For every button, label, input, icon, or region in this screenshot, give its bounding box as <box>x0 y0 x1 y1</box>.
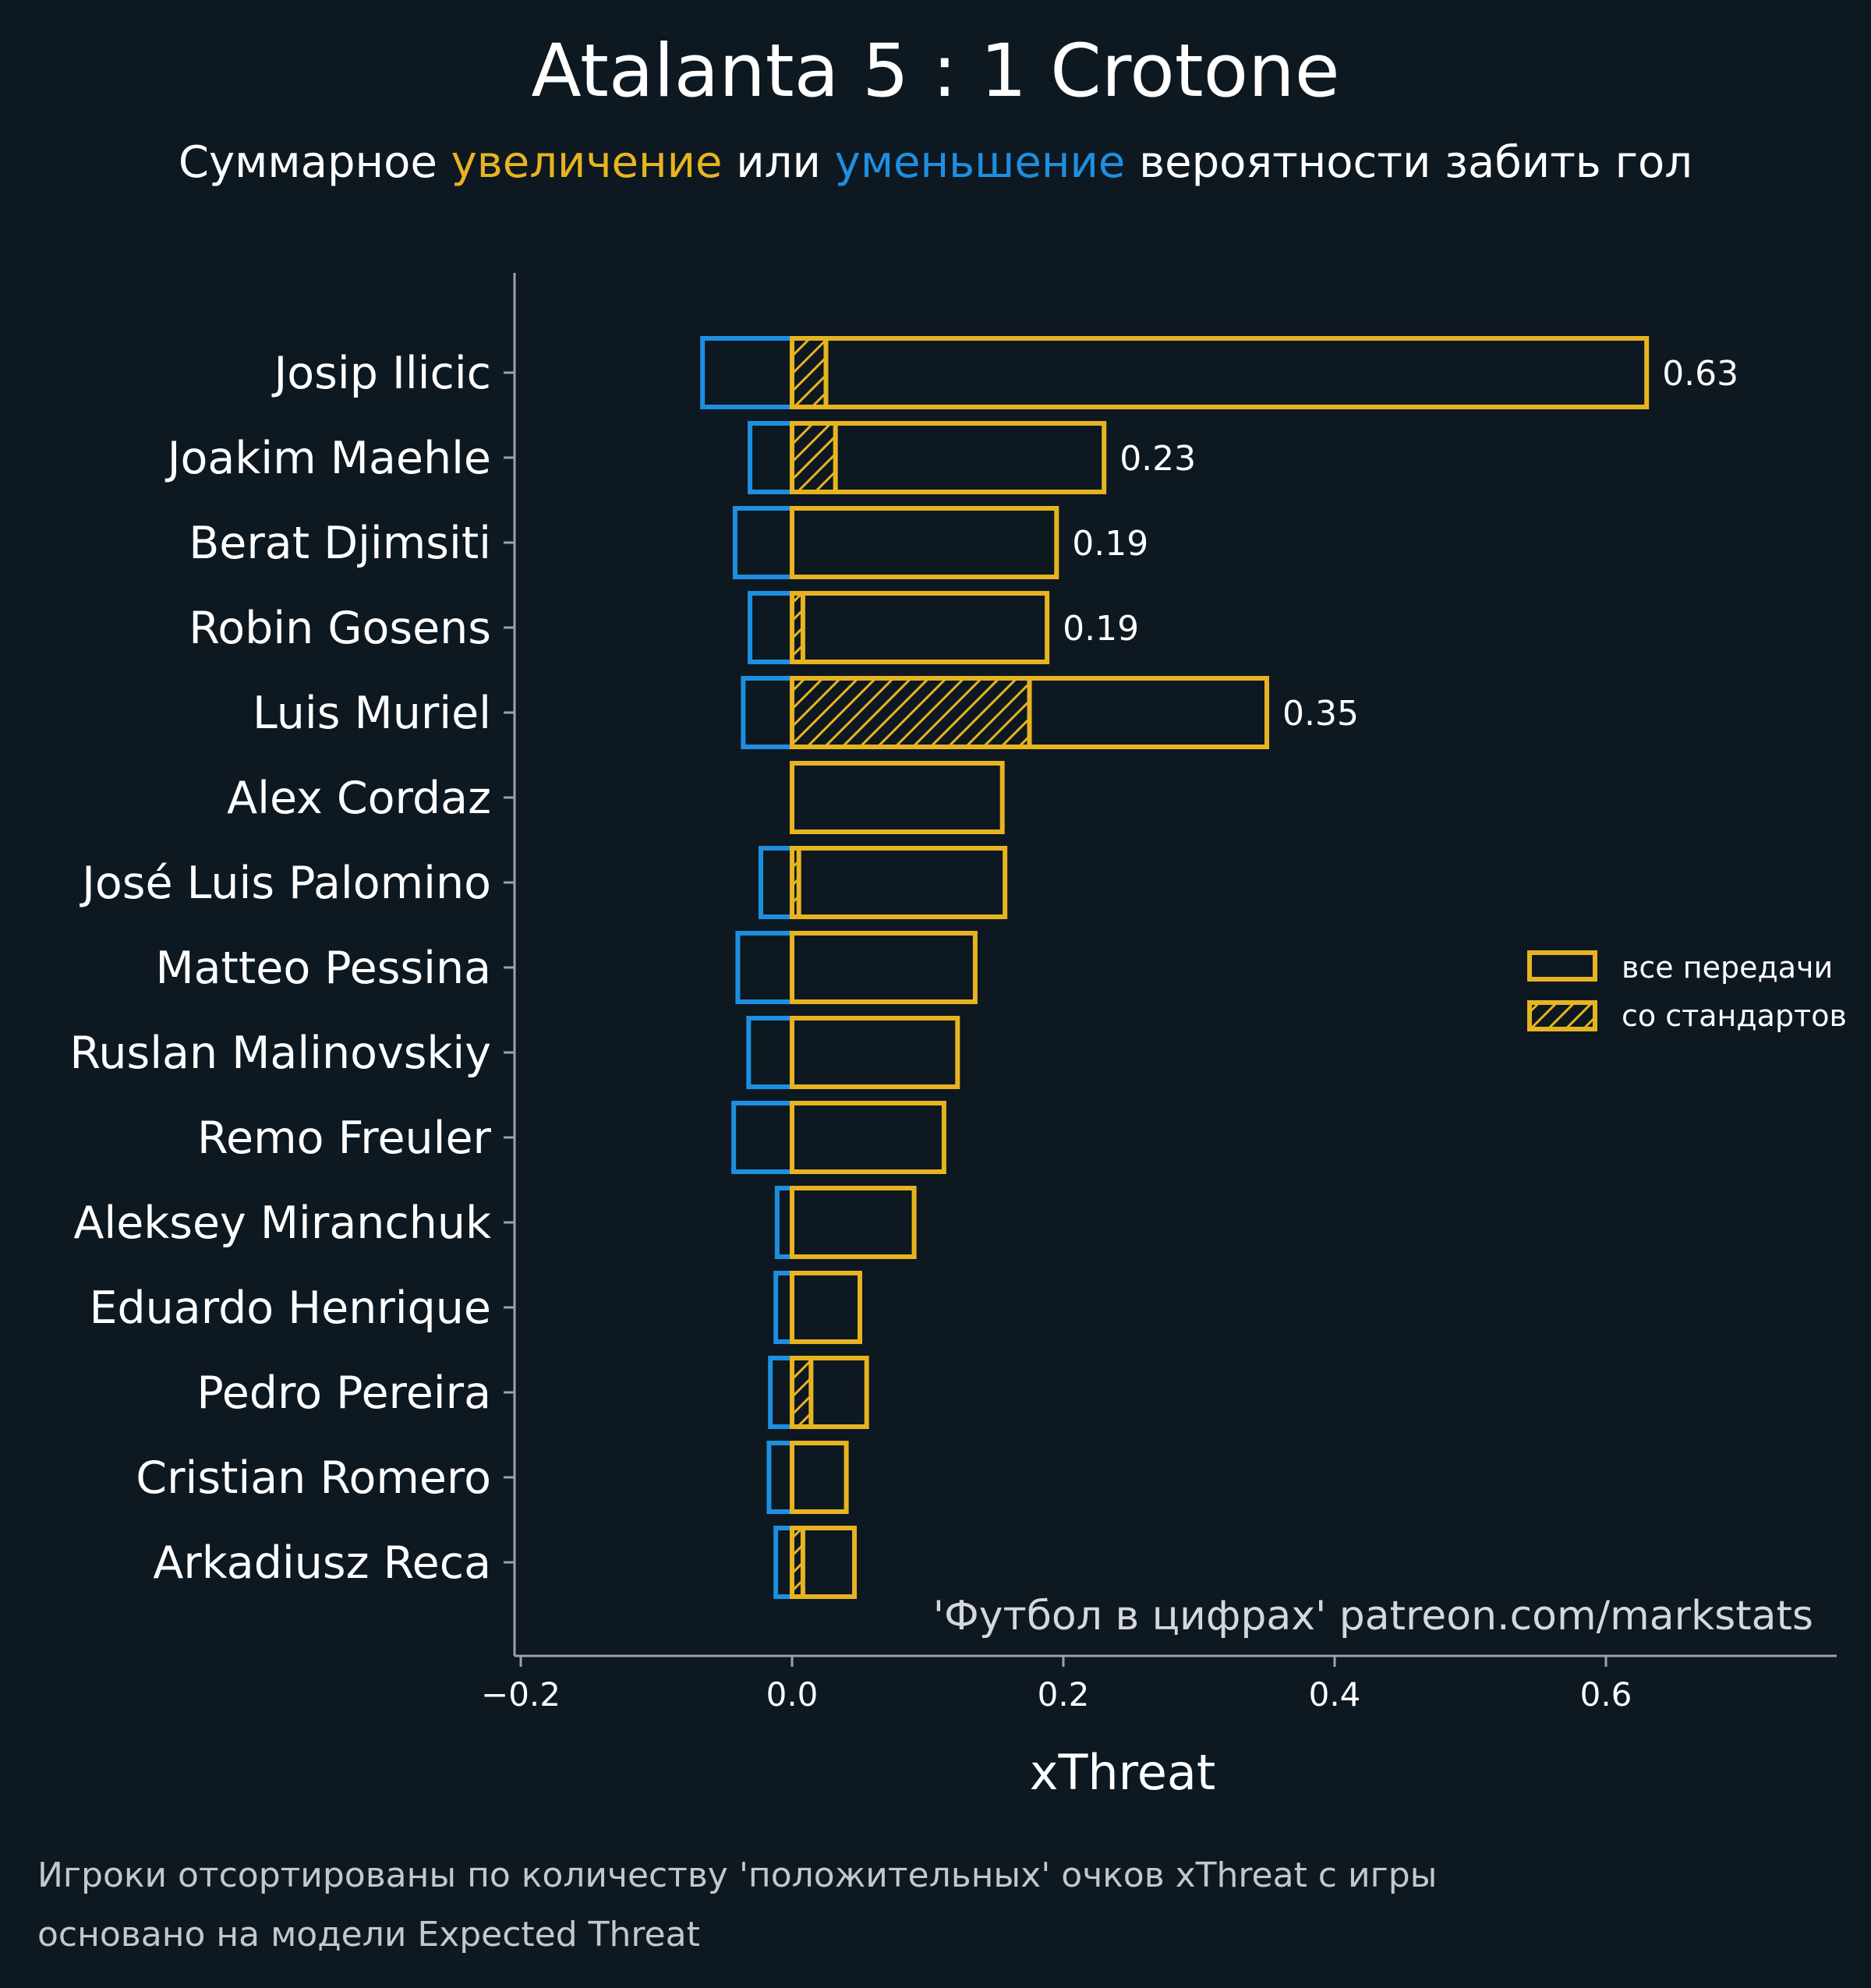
decrease-bar <box>748 591 794 664</box>
player-label: Luis Muriel <box>253 688 491 739</box>
decrease-bar <box>773 1526 794 1599</box>
player-label: Cristian Romero <box>136 1452 491 1504</box>
value-label: 0.19 <box>1072 524 1148 564</box>
increase-bar <box>790 591 1050 664</box>
x-axis-title: xThreat <box>1030 1744 1215 1801</box>
player-label: Remo Freuler <box>197 1113 492 1164</box>
legend-label-set-pieces: со стандартов <box>1622 999 1847 1033</box>
footnote-model: основано на модели Expected Threat <box>37 1915 700 1954</box>
decrease-bar <box>748 421 794 494</box>
player-label: Eduardo Henrique <box>89 1282 491 1334</box>
set-piece-bar <box>790 421 838 494</box>
decrease-bar <box>773 1271 794 1344</box>
set-piece-bar <box>790 336 829 409</box>
bars <box>700 336 1650 1599</box>
player-label: Josip Ilicic <box>271 348 491 399</box>
player-label: Aleksey Miranchuk <box>73 1197 491 1249</box>
subtitle-increase-word: увеличение <box>451 137 723 188</box>
decrease-bar <box>700 336 794 409</box>
player-label: Joakim Maehle <box>165 433 491 484</box>
set-piece-bar <box>790 1356 814 1429</box>
increase-bar <box>790 1186 917 1259</box>
footnote-sorting: Игроки отсортированы по количеству 'поло… <box>37 1855 1437 1895</box>
value-label: 0.35 <box>1282 694 1359 734</box>
player-label: Berat Djimsiti <box>189 518 491 569</box>
increase-bar <box>790 1271 862 1344</box>
increase-bar <box>790 336 1650 409</box>
player-label: Ruslan Malinovskiy <box>69 1028 491 1079</box>
x-tick-label: 0.2 <box>1038 1675 1090 1714</box>
subtitle-suffix: вероятности забить гол <box>1139 137 1692 188</box>
decrease-bar <box>741 676 794 749</box>
increase-bar <box>790 761 1005 834</box>
player-label: José Luis Palomino <box>80 858 491 909</box>
increase-bar <box>790 1356 869 1429</box>
value-label: 0.63 <box>1662 354 1738 394</box>
increase-bar <box>790 1441 849 1514</box>
axes: −0.2 0.0 0.2 0.4 0.6 <box>481 273 1837 1714</box>
decrease-bar <box>766 1441 794 1514</box>
decrease-bar <box>768 1356 794 1429</box>
player-label: Arkadiusz Reca <box>153 1537 491 1589</box>
decrease-bar <box>735 931 795 1004</box>
chart-subtitle: Суммарное увеличение или уменьшение веро… <box>179 137 1692 188</box>
x-tick-label: 0.4 <box>1309 1675 1361 1714</box>
subtitle-decrease-word: уменьшение <box>835 137 1126 188</box>
decrease-bar <box>758 846 794 919</box>
x-tick-label: 0.0 <box>766 1675 819 1714</box>
x-tick-label: −0.2 <box>481 1675 561 1714</box>
decrease-bar <box>732 506 794 579</box>
increase-bar <box>790 1526 858 1599</box>
decrease-bar <box>746 1016 795 1089</box>
legend-swatch-all-passes <box>1527 950 1597 982</box>
legend: все передачи со стандартов <box>1527 950 1847 1033</box>
player-label: Pedro Pereira <box>196 1367 491 1419</box>
subtitle-prefix: Суммарное <box>179 137 437 188</box>
increase-bar <box>790 421 1107 494</box>
set-piece-bar <box>790 676 1032 749</box>
increase-bar <box>790 931 978 1004</box>
increase-bar <box>790 676 1269 749</box>
player-label: Matteo Pessina <box>155 943 491 994</box>
legend-label-all-passes: все передачи <box>1622 950 1833 985</box>
player-label: Alex Cordaz <box>227 773 491 824</box>
chart-title: Atalanta 5 : 1 Crotone <box>531 29 1339 114</box>
decrease-bar <box>731 1101 794 1174</box>
labels: Josip Ilicic 0.63 Joakim Maehle 0.23 Berat D… <box>69 348 1738 1589</box>
value-label: 0.23 <box>1119 439 1196 479</box>
x-tick-label: 0.6 <box>1580 1675 1632 1714</box>
player-label: Robin Gosens <box>189 603 491 654</box>
value-label: 0.19 <box>1063 609 1139 649</box>
increase-bar <box>790 1101 946 1174</box>
subtitle-connector: или <box>736 137 821 188</box>
legend-swatch-set-pieces <box>1527 1000 1597 1031</box>
increase-bar <box>790 1016 960 1089</box>
watermark: 'Футбол в цифрах' patreon.com/markstats <box>933 1593 1813 1640</box>
increase-bar <box>790 846 1008 919</box>
increase-bar <box>790 506 1059 579</box>
